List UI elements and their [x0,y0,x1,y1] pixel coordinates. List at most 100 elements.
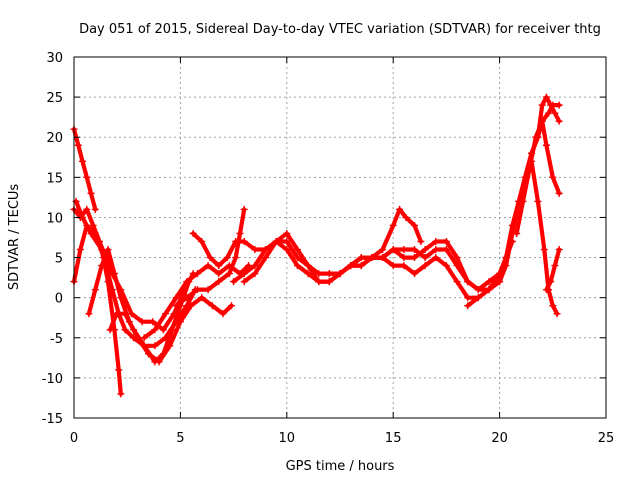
data-point-marker [176,318,184,326]
data-point-marker [251,262,259,270]
data-point-marker [193,270,201,278]
x-tick-label: 20 [491,431,508,446]
series-trace-18 [544,247,562,292]
data-point-marker [389,262,397,270]
data-point-marker [91,286,99,294]
y-tick-label: -15 [42,412,63,427]
data-point-marker [508,221,516,229]
data-point-marker [283,229,291,237]
data-point-marker [453,278,461,286]
y-tick-label: 20 [46,131,63,146]
data-point-marker [183,278,191,286]
data-point-marker [85,310,93,318]
data-point-marker [402,213,410,221]
data-point-marker [432,246,440,254]
data-point-marker [357,262,365,270]
data-point-marker [485,286,493,294]
data-point-marker [545,109,553,117]
data-point-marker [87,229,95,237]
data-point-marker [389,221,397,229]
y-tick-label: -10 [42,372,63,387]
y-tick-label: 30 [46,51,63,66]
data-point-marker [549,302,557,310]
data-point-marker [410,246,418,254]
data-point-marker [149,318,157,326]
data-point-marker [519,197,527,205]
data-point-marker [379,246,387,254]
data-point-marker [547,278,555,286]
data-point-marker [534,197,542,205]
data-point-marker [110,270,118,278]
data-point-marker [151,358,159,366]
data-point-marker [347,262,355,270]
data-point-marker [400,246,408,254]
data-point-marker [553,310,561,318]
data-point-marker [304,270,312,278]
data-point-marker [172,302,180,310]
data-point-marker [410,254,418,262]
data-point-marker [215,270,223,278]
data-point-marker [442,238,450,246]
data-point-marker [551,262,559,270]
data-point-marker [293,246,301,254]
series-trace-01 [71,127,98,212]
data-point-marker [206,254,214,262]
y-tick-label: -5 [50,332,63,347]
data-point-marker [140,334,148,342]
data-point-marker [162,310,170,318]
data-point-marker [232,254,240,262]
data-point-marker [204,286,212,294]
data-point-marker [555,246,563,254]
data-point-marker [542,93,550,101]
data-point-marker [219,310,227,318]
data-point-marker [283,238,291,246]
data-point-marker [555,189,563,197]
data-point-marker [551,109,559,117]
data-point-marker [240,205,248,213]
data-point-marker [555,101,563,109]
y-tick-label: 10 [46,211,63,226]
data-point-marker [115,366,123,374]
data-point-marker [193,286,201,294]
data-point-marker [400,262,408,270]
data-point-marker [208,302,216,310]
data-point-marker [104,278,112,286]
data-point-marker [410,221,418,229]
data-point-marker [464,302,472,310]
data-point-marker [74,141,82,149]
y-axis-label: SDTVAR / TECUs [7,184,22,291]
x-tick-label: 10 [279,431,296,446]
data-point-marker [432,238,440,246]
data-point-marker [549,101,557,109]
data-point-marker [496,278,504,286]
y-tick-label: 15 [46,171,63,186]
data-point-marker [485,278,493,286]
plot-frame [73,56,607,419]
data-point-marker [168,326,176,334]
data-point-marker [293,262,301,270]
data-point-marker [159,326,167,334]
data-point-marker [400,254,408,262]
data-point-marker [453,254,461,262]
data-point-marker [336,270,344,278]
series-trace-17 [529,159,560,316]
data-point-marker [98,262,106,270]
data-point-marker [87,189,95,197]
data-point-marker [389,246,397,254]
data-point-marker [442,262,450,270]
x-tick-label: 15 [385,431,402,446]
data-point-marker [117,390,125,398]
data-point-marker [127,310,135,318]
data-point-marker [117,294,125,302]
data-point-marker [464,278,472,286]
y-tick-label: 0 [55,292,63,307]
data-point-marker [79,157,87,165]
series-trace-06 [108,279,191,364]
data-point-marker [532,133,540,141]
data-point-marker [113,310,121,318]
data-point-marker [538,101,546,109]
data-point-marker [83,173,91,181]
data-point-marker [104,246,112,254]
series-trace-04 [71,207,196,332]
data-point-marker [453,262,461,270]
